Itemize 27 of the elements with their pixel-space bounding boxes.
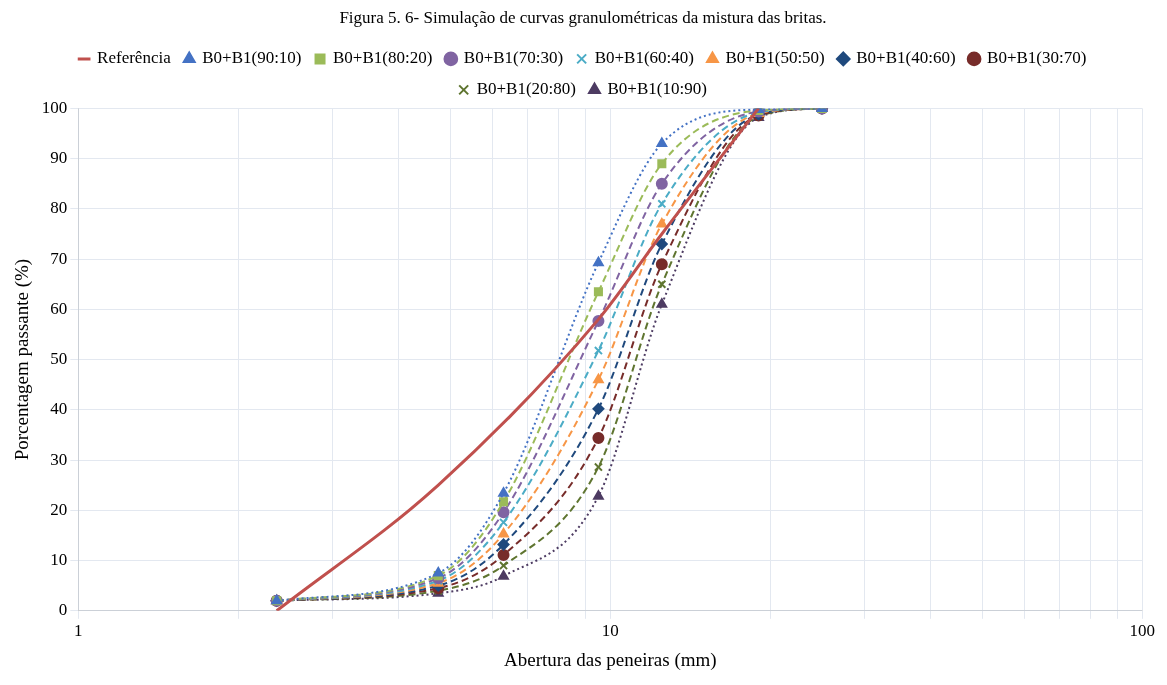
y-tick-label: 50 <box>50 349 68 369</box>
y-tick-label: 60 <box>50 298 68 318</box>
legend-label: B0+B1(50:50) <box>725 48 825 68</box>
x-tick-label: 100 <box>1129 621 1155 641</box>
y-tick-label: 80 <box>50 198 68 218</box>
legend-label: B0+B1(40:60) <box>856 48 956 68</box>
legend-label: B0+B1(20:80) <box>476 79 576 99</box>
y-tick-label: 90 <box>50 148 68 168</box>
chart-title: Figura 5. 6- Simulação de curvas granulométricas da mistura das britas. <box>339 7 827 27</box>
y-tick-label: 70 <box>50 248 68 268</box>
x-tick-label: 1 <box>74 621 83 641</box>
y-tick-label: 100 <box>41 97 68 117</box>
y-axis-title: Porcentagem passante (%) <box>11 258 34 461</box>
x-tick-label: 10 <box>601 621 619 641</box>
y-tick-label: 10 <box>50 550 68 570</box>
y-tick-label: 0 <box>58 600 68 620</box>
legend-label: B0+B1(70:30) <box>463 48 564 68</box>
y-tick-label: 30 <box>50 449 68 469</box>
legend-label: B0+B1(30:70) <box>987 48 1087 68</box>
x-axis-title: Abertura das peneiras (mm) <box>503 648 717 671</box>
legend-label: Referência <box>97 48 172 68</box>
y-tick-label: 40 <box>50 399 68 419</box>
y-tick-label: 20 <box>50 499 68 519</box>
legend-label: B0+B1(90:10) <box>202 48 302 68</box>
legend-label: B0+B1(60:40) <box>594 48 694 68</box>
legend-label: B0+B1(80:20) <box>333 48 433 68</box>
legend-label: B0+B1(10:90) <box>607 79 707 99</box>
